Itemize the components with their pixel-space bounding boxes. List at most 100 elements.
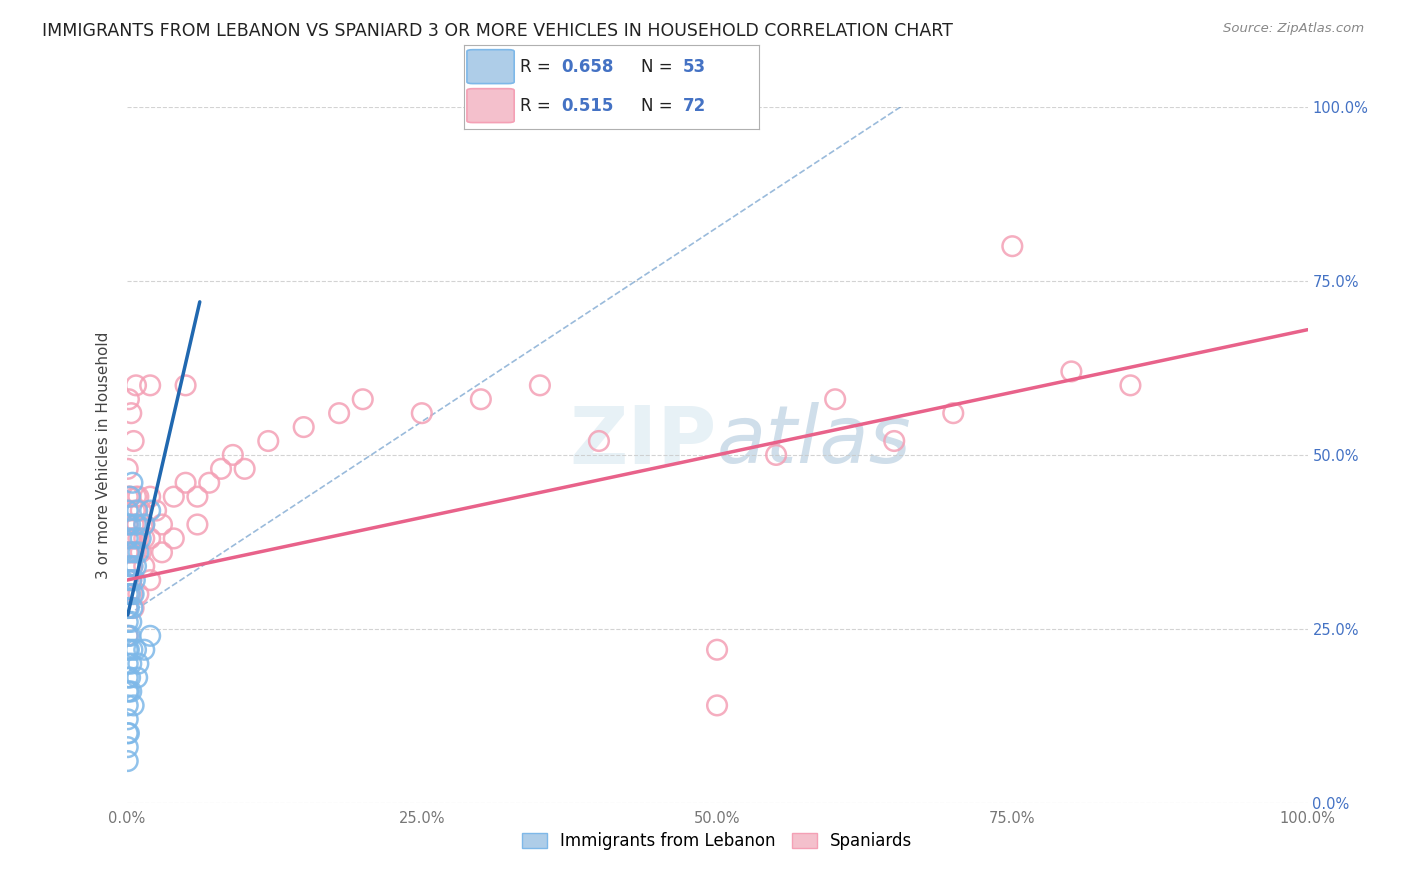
Point [127,517,149,532]
Point [139,629,162,643]
Point [125,642,148,657]
Point [174,475,197,490]
Point [139,573,162,587]
Point [117,587,139,601]
Point [706,642,728,657]
Point [134,559,156,574]
Point [118,559,141,574]
Text: 0.658: 0.658 [561,58,614,76]
Point [134,517,156,532]
Point [120,490,142,504]
Point [121,559,143,574]
Point [120,671,142,685]
Point [118,684,141,698]
Point [706,698,728,713]
Point [209,462,232,476]
Point [117,517,139,532]
Point [117,545,139,559]
Point [118,545,141,559]
Point [883,434,905,448]
Point [129,532,152,546]
Point [125,517,148,532]
Point [139,490,162,504]
Point [122,601,145,615]
Y-axis label: 3 or more Vehicles in Household: 3 or more Vehicles in Household [96,331,111,579]
Point [127,587,149,601]
Point [121,559,143,574]
Point [120,657,142,671]
Point [124,532,146,546]
Point [129,503,152,517]
Point [122,698,145,713]
Point [942,406,965,420]
Point [150,517,173,532]
Point [120,532,142,546]
Point [124,503,146,517]
Point [129,545,152,559]
Point [117,532,139,546]
Point [1060,364,1083,378]
Point [765,448,787,462]
Point [117,642,139,657]
Point [122,545,145,559]
Point [127,490,149,504]
Point [174,378,197,392]
Text: 0.515: 0.515 [561,96,614,114]
Point [139,378,162,392]
Point [470,392,492,407]
Point [117,740,139,755]
Point [134,517,156,532]
Text: 72: 72 [682,96,706,114]
Point [117,712,139,726]
Point [134,532,156,546]
Point [118,545,141,559]
Point [257,434,280,448]
Point [117,754,139,768]
Point [328,406,350,420]
Point [121,587,143,601]
Point [145,503,167,517]
FancyBboxPatch shape [467,88,515,122]
Point [198,475,221,490]
Point [118,587,141,601]
Point [117,601,139,615]
Point [529,378,551,392]
Point [127,503,149,517]
Point [292,420,315,434]
FancyBboxPatch shape [467,50,515,84]
Text: 53: 53 [682,58,706,76]
Point [233,462,256,476]
Point [122,545,145,559]
Point [120,559,142,574]
Point [120,629,142,643]
Text: Source: ZipAtlas.com: Source: ZipAtlas.com [1223,22,1364,36]
Text: ZIP: ZIP [569,402,717,480]
Point [150,545,173,559]
Point [124,573,146,587]
Point [121,532,143,546]
Point [163,532,186,546]
Point [121,601,143,615]
Point [120,615,142,629]
Point [186,490,208,504]
Point [122,434,145,448]
Point [122,587,145,601]
Point [125,559,148,574]
Point [120,545,142,559]
Point [120,573,142,587]
Text: N =: N = [641,58,678,76]
Point [117,517,139,532]
Point [127,532,149,546]
Point [118,642,141,657]
Text: IMMIGRANTS FROM LEBANON VS SPANIARD 3 OR MORE VEHICLES IN HOUSEHOLD CORRELATION : IMMIGRANTS FROM LEBANON VS SPANIARD 3 OR… [42,22,953,40]
Point [588,434,610,448]
Point [117,629,139,643]
Point [124,532,146,546]
Point [411,406,433,420]
Point [125,490,148,504]
Point [127,657,149,671]
Point [121,475,143,490]
Point [120,406,142,420]
Text: N =: N = [641,96,678,114]
Point [1119,378,1142,392]
